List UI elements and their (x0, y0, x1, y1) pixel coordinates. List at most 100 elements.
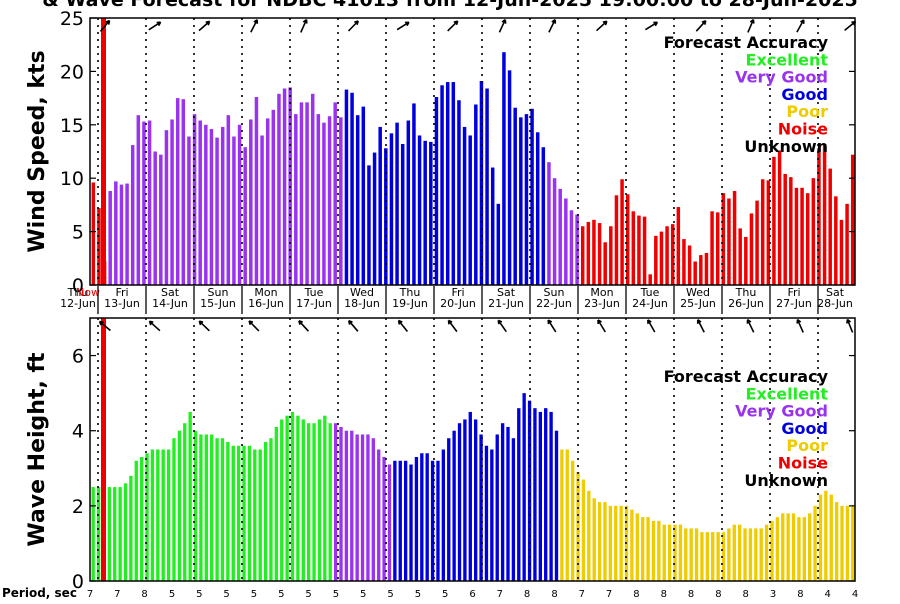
wind-bar (485, 88, 489, 286)
wind-bar (727, 198, 731, 285)
wave-bar (204, 434, 208, 581)
wind-bar (828, 168, 832, 285)
arrow-icon (846, 319, 854, 333)
date-label: 26-Jun (728, 297, 764, 310)
arrow-icon (302, 18, 308, 24)
wave-bar (619, 505, 623, 581)
wind-bar (783, 173, 787, 285)
period-value: 5 (196, 589, 202, 600)
wave-bar (333, 423, 338, 581)
day-label: Thu (735, 286, 757, 299)
wave-bar (608, 505, 613, 581)
wind-bar (552, 178, 557, 285)
wave-bar (824, 490, 828, 581)
wave-bar (802, 517, 806, 581)
wind-bar (204, 124, 208, 285)
wind-bar (187, 136, 191, 285)
wind-bar (147, 120, 152, 285)
wind-bar (541, 147, 546, 285)
wind-bar (282, 88, 287, 286)
wind-bar (355, 115, 360, 285)
wind-bar (654, 235, 658, 285)
wave-bar (113, 487, 117, 581)
arrow-icon (697, 319, 705, 333)
wind-bar (586, 221, 591, 285)
day-label: Fri (451, 286, 464, 299)
wave-bar (425, 453, 429, 581)
date-label: 28-Jun (817, 297, 853, 310)
wave-bar (236, 445, 241, 581)
arrow-icon (347, 20, 359, 32)
wind-bar (738, 228, 742, 285)
arrow-icon (796, 319, 804, 333)
period-value: 8 (633, 589, 639, 600)
date-label: 22-Jun (536, 297, 572, 310)
wave-bar (614, 505, 618, 581)
wave-bar (786, 513, 790, 581)
wave-bar (694, 528, 699, 581)
date-label: 19-Jun (392, 297, 428, 310)
wind-bar (749, 213, 754, 285)
wave-legend-entry: Unknown (744, 471, 828, 490)
period-value: 5 (251, 589, 257, 600)
wave-bar (737, 524, 742, 581)
wave-bar (188, 411, 192, 581)
wind-bar (564, 198, 568, 285)
arrow-icon (198, 20, 211, 32)
period-value: 8 (551, 589, 557, 600)
arrow-icon (746, 319, 755, 333)
wave-bar (764, 524, 769, 581)
wind-bar (693, 261, 697, 285)
wind-bar (620, 179, 624, 285)
period-value: 6 (469, 589, 475, 600)
arrow-icon (497, 319, 507, 333)
wind-bar (440, 85, 444, 285)
wave-bar (409, 464, 413, 581)
wind-bar (507, 70, 512, 285)
wind-ytick-label: 15 (60, 115, 84, 137)
wave-bar (145, 453, 149, 581)
wind-bar (192, 114, 197, 286)
wind-bar (130, 145, 135, 285)
wind-bar (834, 196, 838, 285)
wave-bar (808, 513, 812, 581)
wind-bar (395, 122, 399, 285)
wave-bar (495, 434, 499, 581)
wind-ytick-label: 25 (60, 8, 84, 30)
wind-bar (822, 144, 827, 285)
arrow-icon (148, 320, 154, 326)
wind-legend-entry: Good (781, 85, 828, 104)
arrow-icon (348, 320, 359, 332)
wave-bar (452, 430, 456, 581)
wind-bar (603, 242, 607, 285)
wind-bar (682, 239, 686, 285)
arrow-icon (348, 319, 353, 325)
wind-bar (153, 151, 157, 285)
wave-bar (377, 449, 381, 581)
period-value: 8 (524, 589, 530, 600)
wind-bar (220, 126, 225, 285)
wind-bar (687, 245, 692, 285)
wave-bar (290, 411, 295, 581)
wind-bar (614, 195, 619, 285)
wind-bar (580, 226, 585, 285)
arrow-icon (250, 19, 258, 33)
wave-bar (430, 460, 435, 581)
wave-bar (96, 487, 101, 581)
wind-bar (271, 109, 276, 285)
wind-bar (327, 116, 332, 285)
wind-bar (710, 211, 714, 285)
wave-bar (490, 449, 494, 581)
wave-legend-entry: Excellent (746, 384, 829, 403)
wind-bar (502, 52, 506, 286)
wave-bar (818, 494, 823, 581)
wave-ytick-label: 0 (72, 571, 84, 593)
wind-bar (699, 255, 703, 285)
wind-bar (226, 115, 231, 285)
wave-bar (689, 528, 693, 581)
wave-bar (517, 408, 521, 581)
wave-ytick-label: 6 (72, 346, 84, 368)
wind-bar (114, 181, 118, 285)
arrow-icon (498, 19, 507, 33)
date-label: 21-Jun (488, 297, 524, 310)
